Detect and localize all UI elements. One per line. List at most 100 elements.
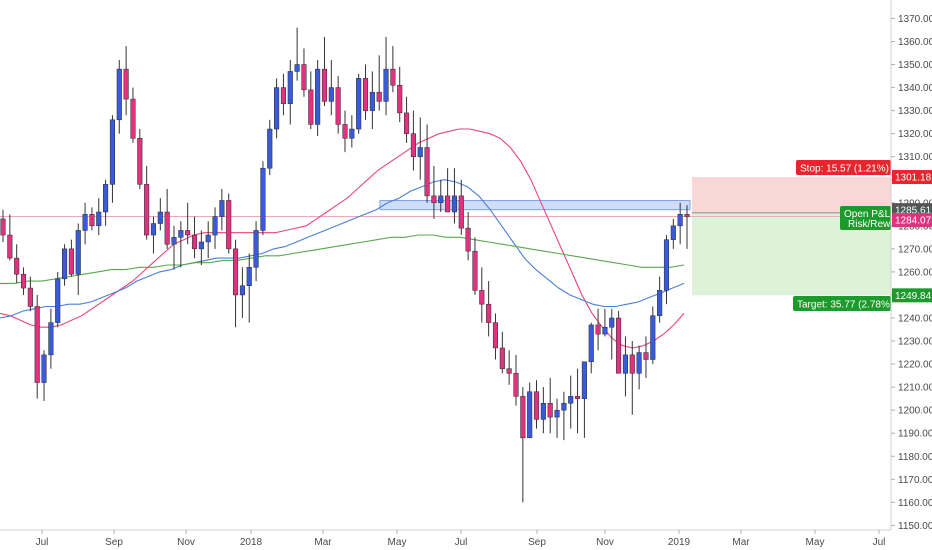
candle-body xyxy=(458,195,464,229)
candle-body xyxy=(75,230,81,275)
candle-body xyxy=(506,368,512,374)
candle-body xyxy=(465,227,471,252)
time-tick-label: Mar xyxy=(732,537,750,548)
candle-body xyxy=(650,315,656,360)
price-tick-label: 1240.00 xyxy=(898,314,932,325)
candle-body xyxy=(533,391,540,420)
candle-body xyxy=(137,138,143,185)
position-zones xyxy=(0,177,891,296)
time-tick-label: 2018 xyxy=(240,537,263,548)
candle-body xyxy=(335,87,341,125)
candle-body xyxy=(609,317,615,328)
candle-body xyxy=(581,361,587,399)
entry-price-tag-text: 1285.61 xyxy=(895,206,932,217)
candle-body xyxy=(123,68,129,100)
price-tick-label: 1200.00 xyxy=(898,406,932,417)
candle-body xyxy=(362,78,369,111)
candle-body xyxy=(588,324,594,363)
candle-body xyxy=(103,184,109,213)
candle-body xyxy=(233,248,239,296)
candle-body xyxy=(253,230,259,268)
mid-ma-line xyxy=(0,179,685,319)
open-pl-label-bg xyxy=(840,206,891,230)
candle-body xyxy=(451,195,457,213)
candle-body xyxy=(486,303,492,323)
candle-body xyxy=(164,211,170,245)
target-price-tag-bg xyxy=(892,288,932,303)
candle-body xyxy=(527,391,533,439)
candle-body xyxy=(280,87,286,104)
price-tick-label: 1160.00 xyxy=(898,498,932,509)
candle-body xyxy=(7,234,13,259)
candle-body xyxy=(55,278,61,323)
candle-body xyxy=(369,91,375,111)
current-price-tag: 1284.07 xyxy=(892,213,932,228)
candle-body xyxy=(499,347,505,369)
price-tick-label: 1180.00 xyxy=(898,452,932,463)
candle-body xyxy=(575,396,581,399)
candle-body xyxy=(27,287,33,307)
stop-label: Stop: 15.57 (1.21%) xyxy=(796,160,891,175)
overlays: Stop: 15.57 (1.21%) Target: 35.77 (2.78%)… xyxy=(793,160,896,311)
candle-body xyxy=(0,218,6,236)
candle-body xyxy=(670,225,676,240)
candle-body xyxy=(144,184,150,236)
target-price-tag-text: 1249.84 xyxy=(895,291,932,302)
price-tick-label: 1270.00 xyxy=(898,244,932,255)
candle-body xyxy=(185,230,191,236)
candle-body xyxy=(547,403,553,418)
candle-body xyxy=(109,119,115,185)
candle-body xyxy=(68,248,74,275)
candle-body xyxy=(321,68,328,102)
candle-body xyxy=(349,128,355,139)
candle-body xyxy=(205,234,211,243)
price-tick-label: 1330.00 xyxy=(898,106,932,117)
candle-body xyxy=(198,241,204,250)
candle-body xyxy=(328,87,334,102)
price-tick-label: 1230.00 xyxy=(898,337,932,348)
time-tick-label: Nov xyxy=(596,537,614,548)
time-tick-label: May xyxy=(388,537,407,548)
time-tick-label: Mar xyxy=(314,537,332,548)
time-axis[interactable]: Jul Sep Nov 2018 Mar May Jul Sep Nov 2019 Mar May Ju… xyxy=(0,529,891,548)
price-tick-label: 1340.00 xyxy=(898,83,932,94)
candle-body xyxy=(602,326,608,335)
candle-body xyxy=(622,354,628,374)
fast-ma-line xyxy=(0,128,685,349)
price-tick-label: 1210.00 xyxy=(898,383,932,394)
risk-reward-text: Risk/Rewa xyxy=(848,219,896,230)
candle-body xyxy=(390,68,396,86)
candle-body xyxy=(629,354,635,374)
candle-body xyxy=(431,195,437,204)
candle-body xyxy=(397,85,403,114)
slow-ma-line xyxy=(0,234,685,284)
candle-body xyxy=(301,64,307,91)
price-tick-label: 1150.00 xyxy=(898,521,932,532)
time-tick-label: 2019 xyxy=(668,537,691,548)
stop-label-text: Stop: 15.57 (1.21%) xyxy=(800,164,889,175)
candle-body xyxy=(438,195,444,204)
candle-body xyxy=(82,214,88,231)
candle-body xyxy=(684,214,690,217)
candle-body xyxy=(287,71,293,104)
candle-body xyxy=(150,223,157,236)
stop-label-bg xyxy=(796,160,891,175)
candle-body xyxy=(445,195,451,213)
candle-body xyxy=(116,68,122,121)
price-tick-label: 1190.00 xyxy=(898,429,932,440)
candle-body xyxy=(663,239,670,291)
current-price-tag-bg xyxy=(892,213,932,228)
price-tick-label: 1320.00 xyxy=(898,129,932,140)
time-tick-label: Jul xyxy=(873,537,886,548)
price-tick-label: 1220.00 xyxy=(898,360,932,371)
candle-body xyxy=(540,403,546,420)
price-axis[interactable]: 1150.00 1160.00 1170.00 1180.00 1190.00 1200.… xyxy=(890,0,932,532)
candle-body xyxy=(20,273,27,289)
candle-body xyxy=(191,234,198,250)
candle-body xyxy=(383,68,389,102)
candlesticks xyxy=(0,27,690,503)
candle-body xyxy=(513,373,519,397)
candle-body xyxy=(520,396,526,439)
candle-body xyxy=(376,91,382,102)
